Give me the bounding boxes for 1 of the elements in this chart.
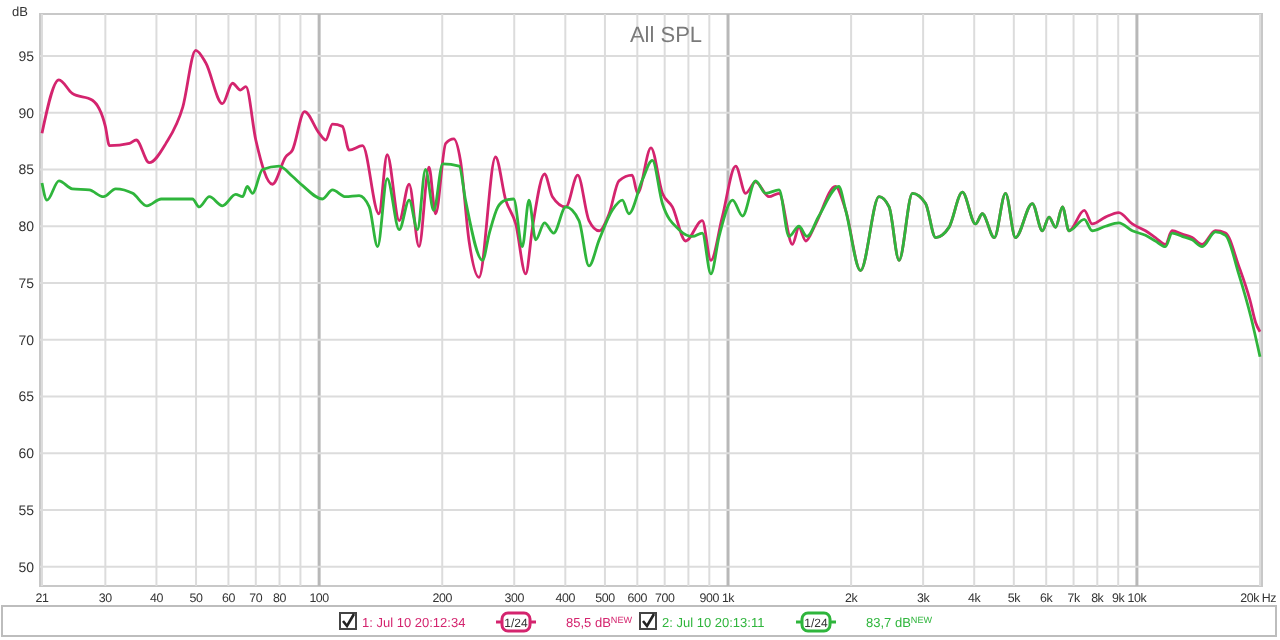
text: All SPL xyxy=(629,24,703,48)
